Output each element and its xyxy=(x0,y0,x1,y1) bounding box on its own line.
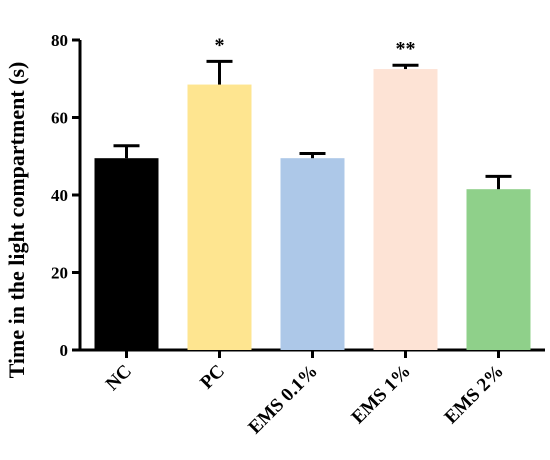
bar xyxy=(373,69,438,350)
x-labels: NC PC EMS 0.1% EMS 1% EMS 2% xyxy=(102,350,508,438)
bar xyxy=(94,158,159,350)
y-tick-label: 40 xyxy=(51,186,68,205)
x-tick-label: EMS 0.1% xyxy=(244,361,322,439)
x-tick-label: PC xyxy=(196,361,229,394)
y-axis-title: Time in the light compartment (s) xyxy=(4,62,29,379)
y-tick-label: 0 xyxy=(60,341,69,360)
y-ticks: 0 20 40 60 80 xyxy=(51,31,80,360)
x-tick-label: NC xyxy=(102,361,136,395)
x-tick-label: EMS 2% xyxy=(441,361,508,428)
bar xyxy=(280,158,345,350)
significance-label: * xyxy=(215,34,225,56)
bar xyxy=(187,84,252,350)
y-tick-label: 20 xyxy=(51,264,68,283)
bars: * ** xyxy=(94,34,531,350)
bar xyxy=(466,189,531,350)
y-tick-label: 80 xyxy=(51,31,68,50)
significance-label: ** xyxy=(396,38,416,60)
y-tick-label: 60 xyxy=(51,109,68,128)
x-tick-label: EMS 1% xyxy=(348,361,415,428)
